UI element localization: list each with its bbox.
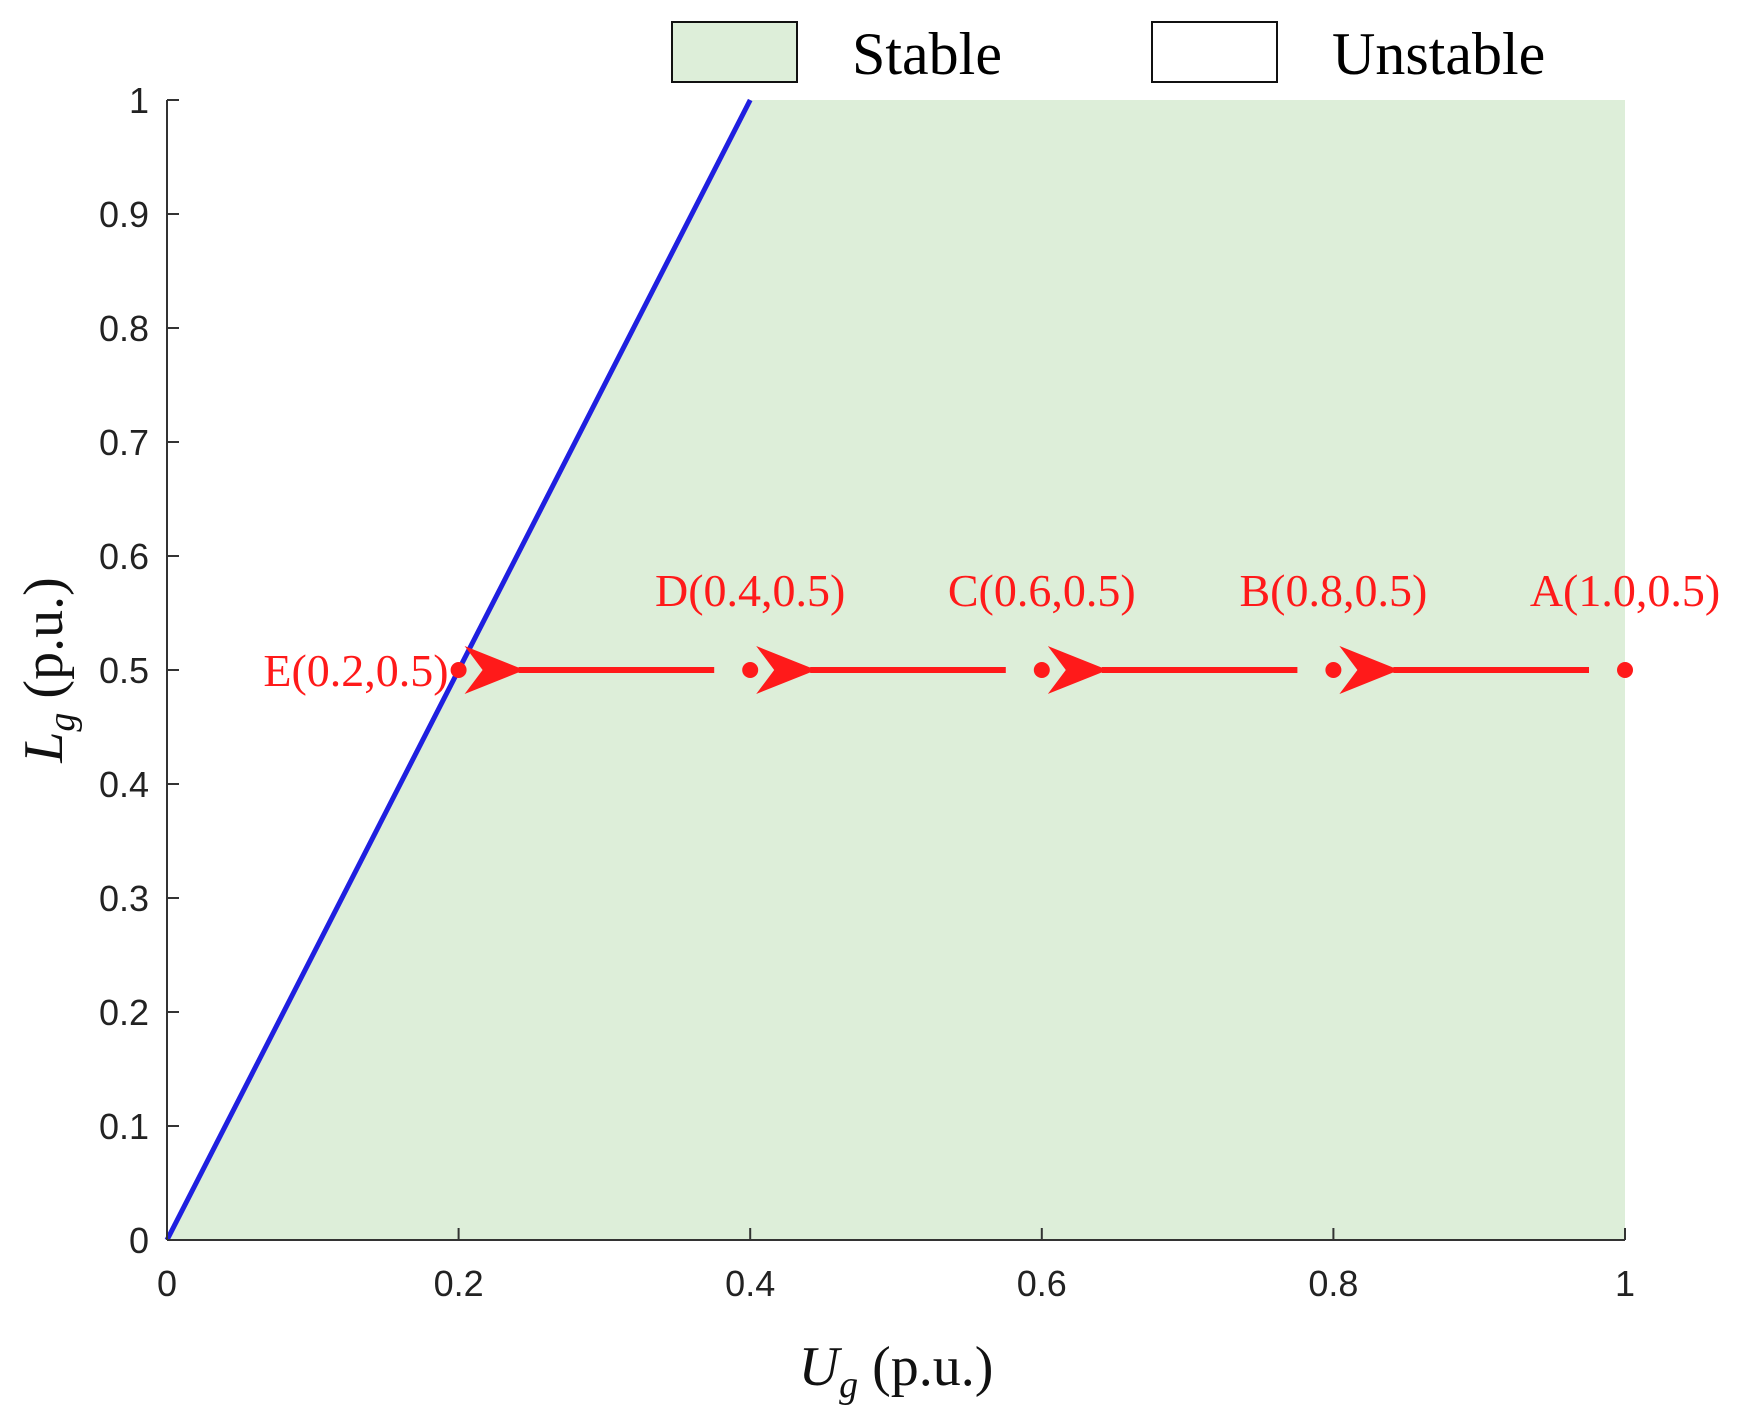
x-axis-subscript: g xyxy=(839,1364,858,1406)
operating-point xyxy=(1033,662,1050,678)
x-axis-unit: (p.u.) xyxy=(858,1336,993,1398)
legend: Stable Unstable xyxy=(671,21,1545,87)
legend-swatch xyxy=(671,21,798,83)
y-tick-label: 0.6 xyxy=(99,536,149,577)
x-tick-label: 0.8 xyxy=(1308,1263,1358,1304)
x-tick-label: 0.6 xyxy=(1017,1263,1067,1304)
y-tick-label: 0.8 xyxy=(99,308,149,349)
x-axis-symbol: U xyxy=(799,1336,843,1398)
y-tick-label: 0.9 xyxy=(99,194,149,235)
operating-point xyxy=(742,662,759,678)
operating-point-label: E(0.2,0.5) xyxy=(263,645,448,696)
legend-swatch xyxy=(1151,21,1278,83)
x-tick-label: 0.4 xyxy=(725,1263,775,1304)
x-axis-title: Ug (p.u.) xyxy=(799,1336,994,1406)
y-tick-label: 0.5 xyxy=(99,650,149,691)
y-tick-label: 0.2 xyxy=(99,992,149,1033)
x-tick-label: 1 xyxy=(1615,1263,1635,1304)
operating-point xyxy=(1617,662,1633,678)
y-axis-subscript: g xyxy=(41,713,83,732)
y-tick-label: 1 xyxy=(129,80,149,121)
y-tick-label: 0.1 xyxy=(99,1106,149,1147)
operating-points: A(1.0,0.5) B(0.8,0.5) C(0.6,0.5) D(0.4,0.5)… xyxy=(263,565,1720,696)
y-tick-label: 0.7 xyxy=(99,422,149,463)
y-tick-label: 0.3 xyxy=(99,878,149,919)
operating-point-label: D(0.4,0.5) xyxy=(655,565,845,616)
y-axis-label: Lg (p.u.) xyxy=(13,577,83,763)
operating-point-label: B(0.8,0.5) xyxy=(1239,565,1427,616)
operating-point xyxy=(450,662,467,678)
operating-point-label: A(1.0,0.5) xyxy=(1530,565,1720,616)
x-tick-label: 0.2 xyxy=(434,1263,484,1304)
y-tick-label: 0.4 xyxy=(99,764,149,805)
x-tick-label: 0 xyxy=(157,1263,177,1304)
plot-area: 0 0.2 0.4 0.6 0.8 1 0 0.1 0.2 0.3 0.4 0.5 0.6 0.7 0.8 0… xyxy=(99,80,1720,1304)
y-axis-title: Lg (p.u.) xyxy=(13,577,83,763)
legend-label: Stable xyxy=(852,21,1002,87)
legend-label: Unstable xyxy=(1332,21,1545,87)
y-axis-symbol: L xyxy=(13,732,75,764)
y-axis-unit: (p.u.) xyxy=(13,577,75,712)
x-axis-label: Ug (p.u.) xyxy=(799,1336,994,1406)
operating-point xyxy=(1325,662,1342,678)
y-tick-label: 0 xyxy=(129,1220,149,1261)
operating-point-label: C(0.6,0.5) xyxy=(948,565,1136,616)
axes: 0 0.2 0.4 0.6 0.8 1 0 0.1 0.2 0.3 0.4 0.5 0.6 0.7 0.8 0… xyxy=(99,80,1635,1304)
